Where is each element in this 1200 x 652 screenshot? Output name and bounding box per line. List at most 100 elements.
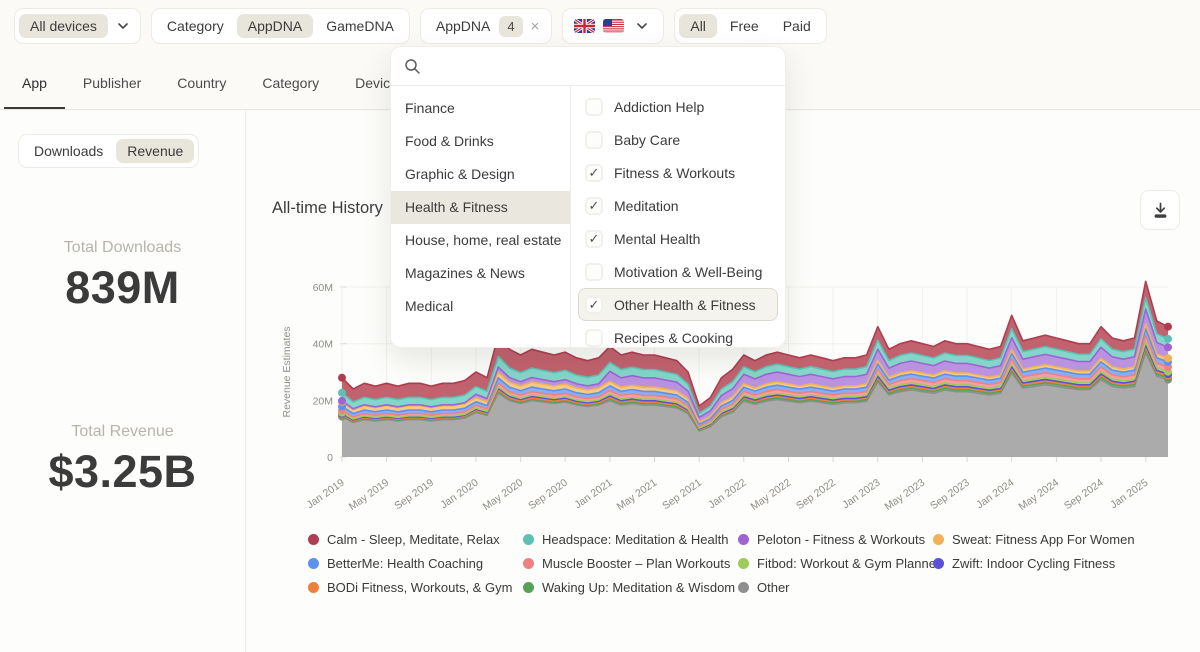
subcategory-item[interactable]: ✓ Other Health & Fitness: [578, 288, 778, 321]
checkbox-checked[interactable]: ✓: [585, 295, 603, 314]
us-flag-icon: [603, 19, 625, 33]
subcategory-item[interactable]: Motivation & Well-Being: [578, 255, 778, 288]
close-icon[interactable]: ×: [530, 17, 540, 35]
legend-label: Sweat: Fitness App For Women: [952, 531, 1135, 547]
legend-label: Muscle Booster – Plan Workouts: [542, 555, 731, 571]
checkbox-unchecked[interactable]: [585, 130, 603, 149]
chart-title: All-time History: [272, 199, 383, 217]
legend-dot: [933, 533, 944, 545]
metric-option-downloads[interactable]: Downloads: [34, 143, 104, 159]
search-icon: [404, 58, 421, 75]
dropdown-category-list: Finance Food & Drinks Graphic & Design Heal…: [391, 86, 571, 347]
legend-item[interactable]: BODi Fitness, Workouts, & Gym: [308, 580, 523, 595]
legend-item[interactable]: BetterMe: Health Coaching: [308, 555, 523, 571]
tab-device[interactable]: Device: [355, 75, 398, 91]
download-chart-button[interactable]: [1140, 190, 1180, 230]
device-filter-value[interactable]: All devices: [19, 14, 108, 38]
subcategory-item[interactable]: Baby Care: [578, 123, 778, 156]
checkbox-unchecked[interactable]: [585, 328, 603, 347]
category-dropdown-panel: Finance Food & Drinks Graphic & Design Heal…: [390, 46, 786, 348]
svg-text:May 2020: May 2020: [481, 477, 526, 512]
legend-label: Peloton - Fitness & Workouts: [757, 531, 926, 547]
subcategory-label: Motivation & Well-Being: [614, 263, 763, 280]
category-mode-option-gamedna[interactable]: GameDNA: [326, 18, 394, 34]
chevron-down-icon: [116, 19, 130, 33]
svg-text:Jan 2023: Jan 2023: [840, 477, 882, 512]
subcategory-item[interactable]: ✓ Meditation: [578, 189, 778, 222]
appdna-filter-chip[interactable]: AppDNA 4 ×: [419, 8, 553, 44]
tab-app[interactable]: App: [4, 60, 65, 109]
country-filter-group[interactable]: [562, 8, 665, 44]
checkbox-unchecked[interactable]: [585, 97, 603, 116]
svg-text:20M: 20M: [313, 395, 333, 407]
filter-chip-count: 4: [499, 15, 523, 37]
svg-text:Jan 2019: Jan 2019: [304, 477, 346, 512]
legend-dot: [308, 557, 319, 569]
checkbox-checked[interactable]: ✓: [585, 229, 603, 248]
pricing-option-all[interactable]: All: [679, 14, 717, 38]
legend-dot: [933, 557, 944, 569]
category-mode-option-category[interactable]: Category: [166, 18, 224, 34]
legend-item[interactable]: Headspace: Meditation & Health: [523, 532, 738, 547]
pricing-option-free[interactable]: Free: [729, 18, 759, 34]
subcategory-item[interactable]: ✓ Fitness & Workouts: [578, 156, 778, 189]
category-item[interactable]: Medical: [405, 298, 454, 314]
tab-country[interactable]: Country: [177, 75, 227, 91]
search-input[interactable]: [429, 57, 772, 75]
legend-dot: [523, 533, 534, 545]
legend-label: Zwift: Indoor Cycling Fitness: [952, 555, 1116, 571]
category-mode-option-appdna[interactable]: AppDNA: [236, 14, 314, 38]
legend-item[interactable]: Muscle Booster – Plan Workouts: [523, 555, 738, 571]
svg-text:Jan 2024: Jan 2024: [974, 477, 1016, 512]
legend-dot: [308, 533, 319, 545]
legend-item[interactable]: Calm - Sleep, Meditate, Relax: [308, 532, 523, 547]
legend-item[interactable]: Sweat: Fitness App For Women: [933, 531, 1135, 547]
pricing-option-paid[interactable]: Paid: [782, 18, 811, 34]
subcategory-item[interactable]: Addiction Help: [578, 90, 778, 123]
svg-text:Sep 2019: Sep 2019: [392, 477, 436, 512]
legend-item[interactable]: Waking Up: Meditation & Wisdom: [523, 580, 738, 595]
category-item[interactable]: Magazines & News: [405, 265, 525, 281]
subcategory-label: Fitness & Workouts: [614, 164, 736, 181]
svg-text:0: 0: [327, 452, 333, 464]
legend-label: Fitbod: Workout & Gym Planner: [757, 555, 941, 571]
subcategory-label: Baby Care: [614, 131, 681, 148]
legend-item[interactable]: Other: [738, 580, 933, 595]
legend-dot: [738, 533, 749, 545]
checkbox-checked[interactable]: ✓: [585, 163, 603, 182]
checkbox-unchecked[interactable]: [585, 262, 603, 281]
category-item[interactable]: Food & Drinks: [405, 133, 494, 149]
svg-text:Jan 2025: Jan 2025: [1108, 477, 1150, 512]
legend-item[interactable]: Zwift: Indoor Cycling Fitness: [933, 555, 1135, 571]
svg-text:Jan 2021: Jan 2021: [572, 477, 614, 512]
checkbox-checked[interactable]: ✓: [585, 196, 603, 215]
svg-text:60M: 60M: [313, 282, 333, 294]
subcategory-item[interactable]: Recipes & Cooking: [578, 321, 778, 347]
uk-flag-icon: [574, 19, 596, 33]
category-item[interactable]: Health & Fitness: [391, 191, 570, 224]
legend-item[interactable]: Peloton - Fitness & Workouts: [738, 531, 933, 547]
subcategory-item[interactable]: ✓ Mental Health: [578, 222, 778, 255]
legend-label: BetterMe: Health Coaching: [327, 555, 484, 571]
tab-category[interactable]: Category: [262, 75, 320, 91]
tab-publisher[interactable]: Publisher: [82, 75, 142, 91]
legend-dot: [523, 557, 534, 569]
svg-text:Sep 2021: Sep 2021: [660, 477, 704, 512]
category-item[interactable]: House, home, real estate: [405, 232, 562, 248]
filter-chip-label: AppDNA: [435, 18, 491, 34]
category-mode-group: Category AppDNA GameDNA: [150, 8, 410, 44]
legend-dot: [738, 581, 749, 593]
metric-option-revenue[interactable]: Revenue: [116, 139, 195, 163]
svg-text:Revenue Estimates: Revenue Estimates: [281, 326, 293, 417]
legend-dot: [738, 557, 749, 569]
pricing-filter-group: All Free Paid: [674, 8, 827, 44]
metric-toggle: Downloads Revenue: [18, 134, 200, 168]
device-filter-group[interactable]: All devices: [14, 8, 141, 44]
svg-text:Sep 2020: Sep 2020: [526, 477, 570, 512]
subcategory-label: Other Health & Fitness: [614, 296, 756, 313]
dropdown-subcategory-list: Addiction Help Baby Care ✓ Fitness & Workou…: [571, 86, 785, 347]
legend-item[interactable]: Fitbod: Workout & Gym Planner: [738, 556, 940, 571]
category-item[interactable]: Graphic & Design: [405, 166, 515, 182]
category-item[interactable]: Finance: [405, 100, 455, 116]
